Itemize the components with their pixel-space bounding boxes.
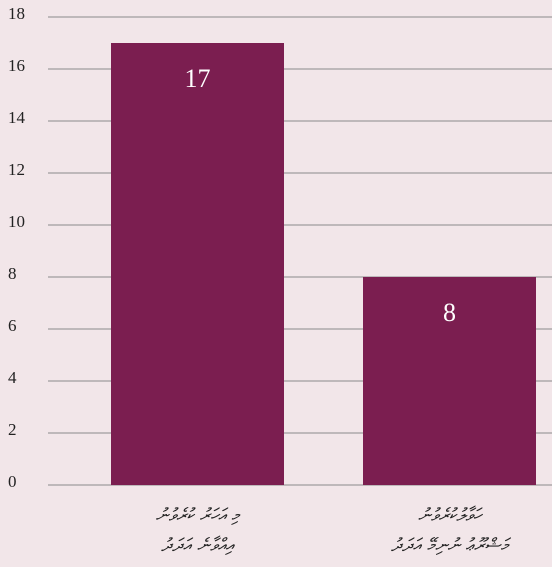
y-tick-label: 8 xyxy=(8,264,17,283)
y-tick-label: 16 xyxy=(8,56,25,75)
y-tick-label: 12 xyxy=(8,160,25,179)
value-label: 17 xyxy=(185,64,211,93)
x-tick-label: މަޝްރޫޢު ނުނިމޭ އަދަދު xyxy=(390,535,512,556)
y-tick-label: 10 xyxy=(8,212,25,231)
x-tick-label: ހަވާލުކުރެވުނު xyxy=(418,505,484,526)
y-tick-label: 2 xyxy=(8,420,17,439)
y-tick-label: 14 xyxy=(8,108,26,127)
value-label: 8 xyxy=(443,298,456,327)
y-tick-label: 4 xyxy=(8,368,17,387)
x-tick-label: މި އަހަރު ކުރެވުނު xyxy=(156,505,242,526)
x-tick-label: އިއްވާނެ އަދަދު xyxy=(160,535,235,556)
y-tick-label: 6 xyxy=(8,316,17,335)
y-tick-label: 18 xyxy=(8,4,25,23)
y-tick-label: 0 xyxy=(8,472,17,491)
bar xyxy=(111,43,284,485)
bar xyxy=(363,277,536,485)
